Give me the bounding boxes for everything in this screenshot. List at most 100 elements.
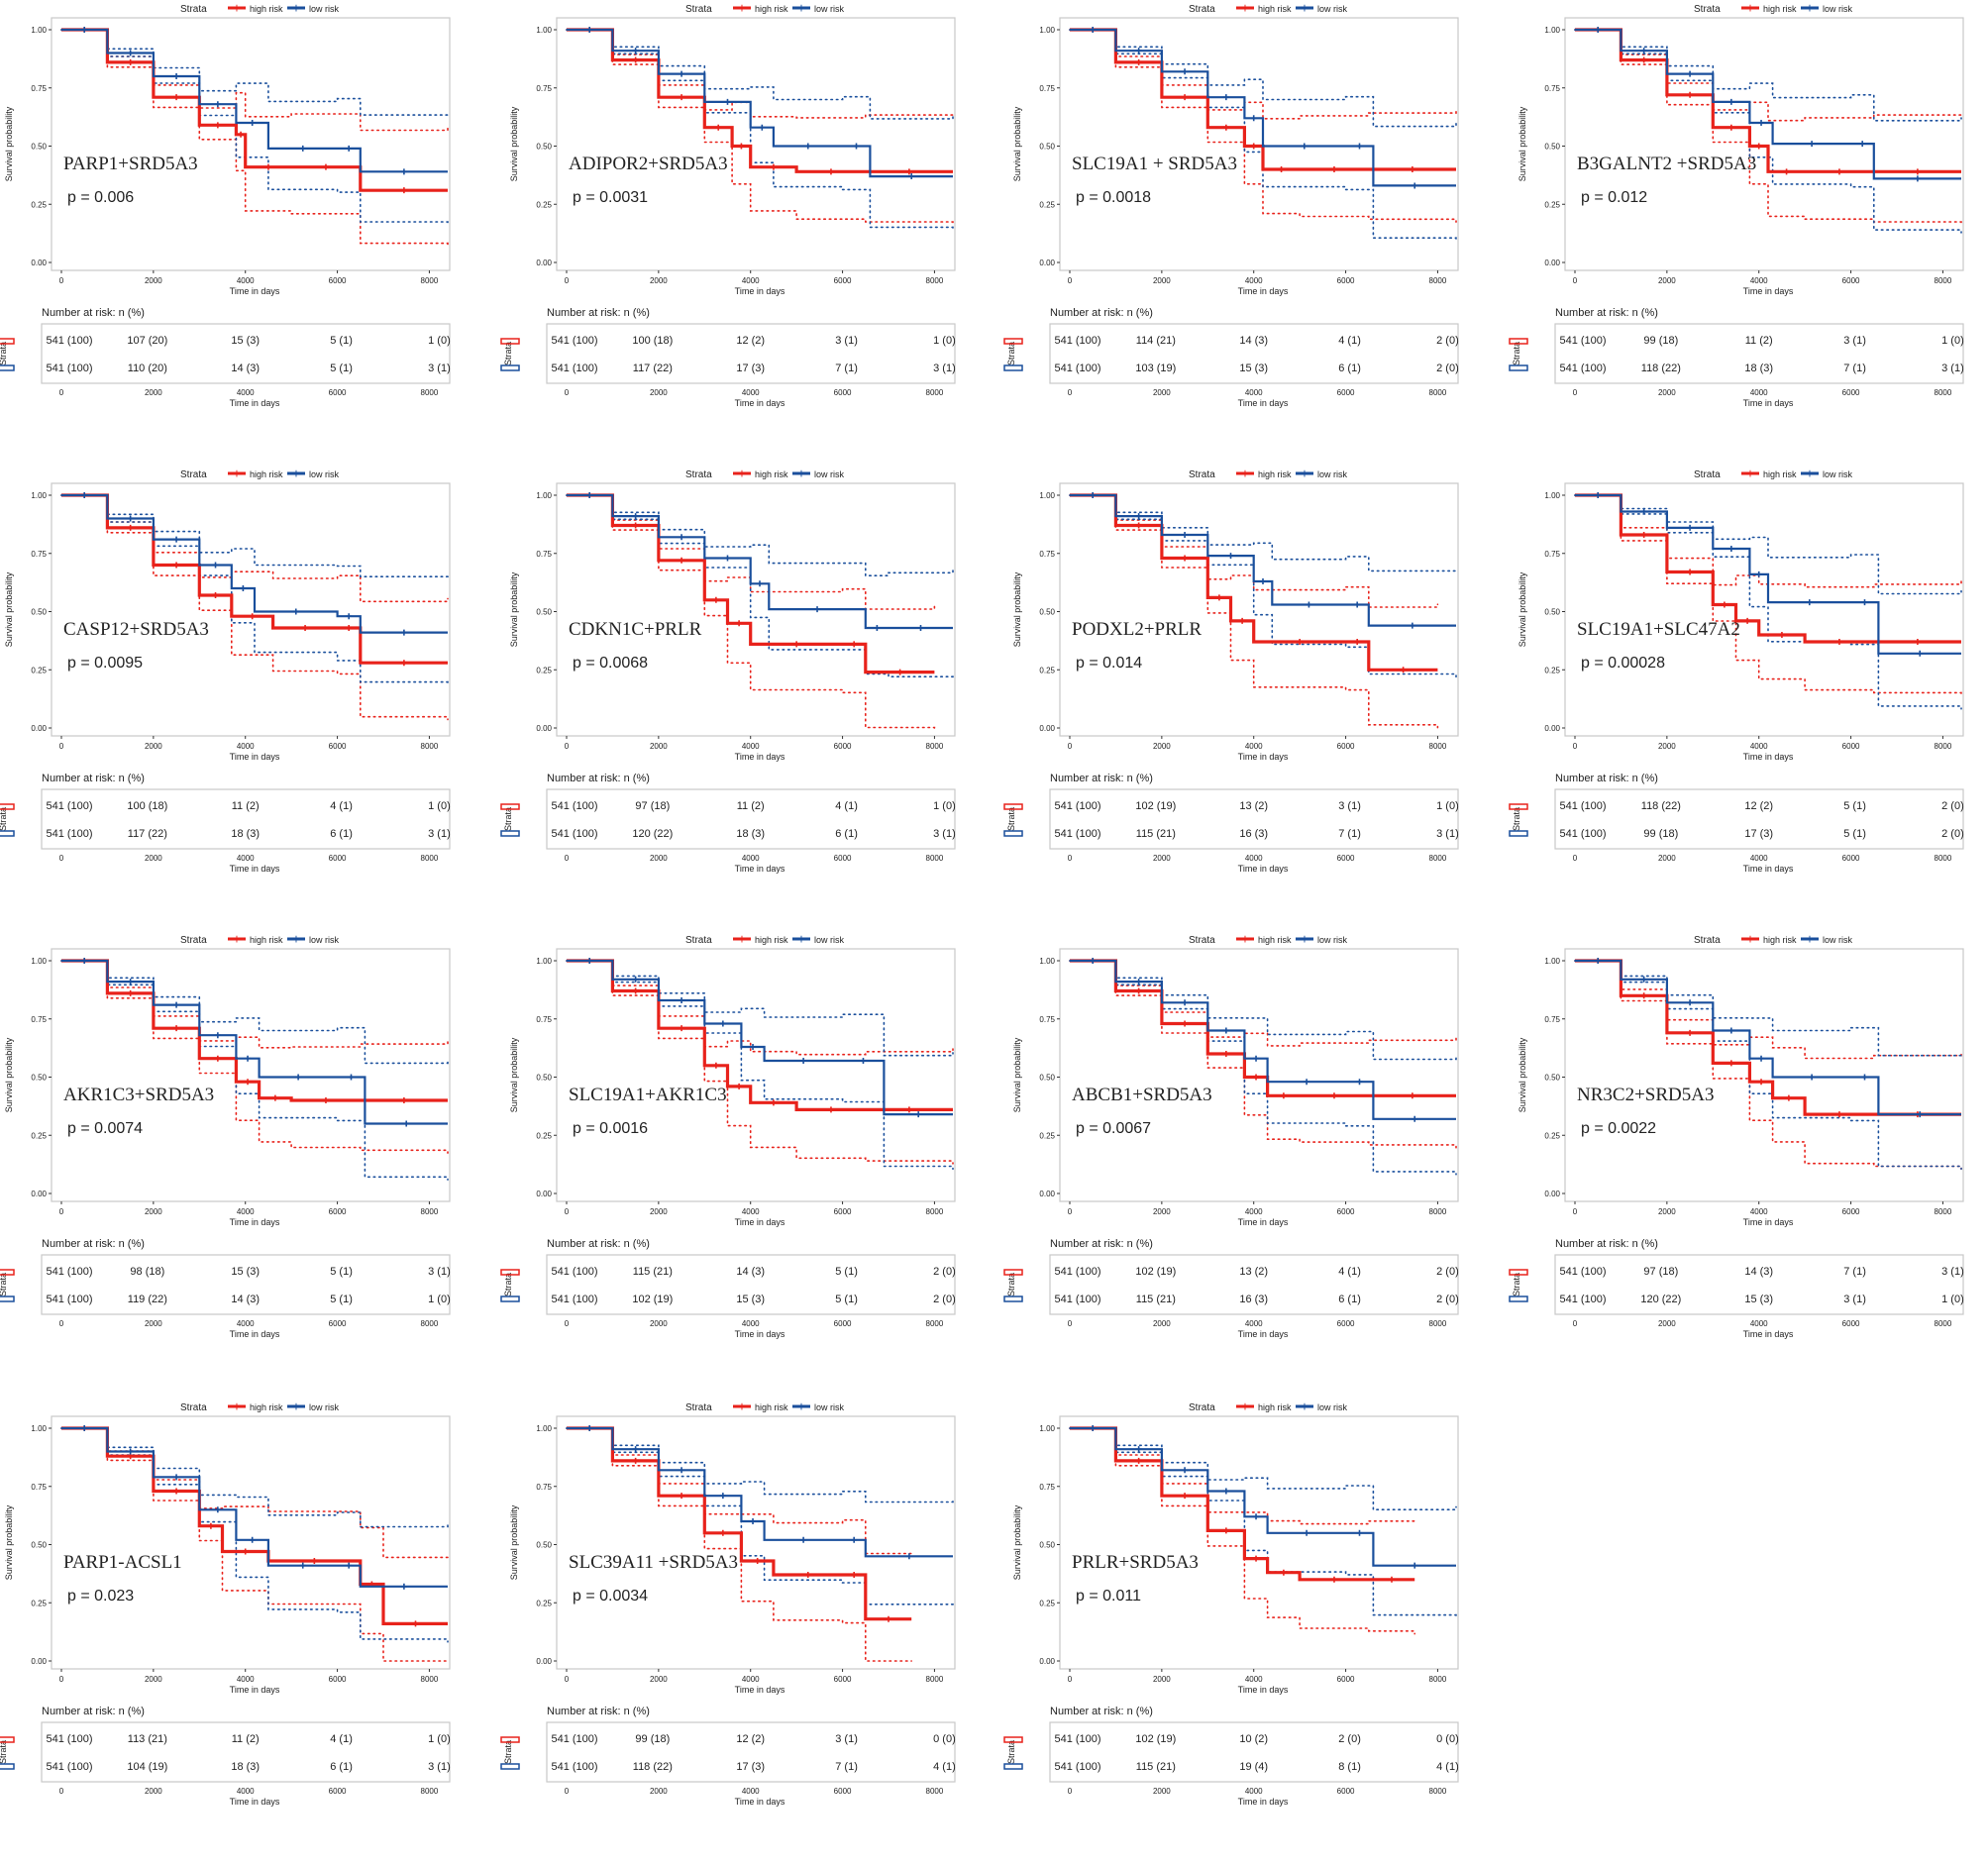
risk-x-tick-label: 0 [1573, 388, 1578, 397]
risk-high-swatch [1509, 1269, 1528, 1276]
censor-mark-low [1356, 1529, 1363, 1536]
risk-low-cell: 4 (1) [1436, 1761, 1459, 1773]
ci-lower-low [1069, 1427, 1457, 1619]
risk-low-swatch [500, 364, 520, 371]
censor-mark-high [1354, 639, 1361, 646]
risk-high-cell: 3 (1) [428, 1266, 451, 1278]
censor-mark-low [1090, 958, 1097, 964]
risk-high-cell: 3 (1) [1941, 1266, 1964, 1278]
risk-x-tick-label: 8000 [926, 854, 944, 863]
censor-mark-high [851, 641, 858, 648]
km-panel-12: Strata + high risk + low risk 0.00 0.25 0.50 0.7… [1509, 933, 1964, 1339]
censor-mark-high [1253, 1074, 1260, 1081]
x-tick-label: 2000 [1153, 742, 1171, 751]
censor-mark-low [1412, 1115, 1418, 1122]
risk-strata-label: Strata [0, 342, 8, 365]
risk-x-tick-label: 6000 [1842, 854, 1860, 863]
censor-mark-low [1917, 650, 1924, 657]
risk-x-tick-label: 0 [1068, 854, 1073, 863]
y-tick-label: 0.50 [1039, 608, 1055, 617]
km-curve-low [1070, 493, 1456, 627]
censor-mark-high [214, 122, 221, 129]
censor-mark-low [1727, 546, 1734, 553]
plot-frame [556, 17, 956, 271]
risk-low-cell: 6 (1) [1338, 363, 1361, 374]
censor-mark-low [1260, 577, 1266, 584]
y-tick-label: 0.50 [1039, 1074, 1055, 1083]
censor-mark-low [750, 1518, 757, 1524]
legend-low-marker: + [1805, 2, 1814, 15]
legend-low-label: low risk [814, 1402, 845, 1412]
x-tick-label: 8000 [1935, 276, 1952, 285]
p-value: p = 0.0067 [1076, 1120, 1151, 1137]
risk-x-tick-label: 0 [1068, 1319, 1073, 1328]
risk-strata-label: Strata [1512, 807, 1521, 831]
risk-low-cell: 15 (3) [736, 1294, 765, 1305]
y-tick-label: 0.00 [1544, 259, 1560, 267]
censor-mark-low [81, 492, 88, 498]
censor-mark-low [1090, 27, 1097, 33]
censor-mark-low [1182, 68, 1189, 75]
y-tick-label: 0.25 [536, 666, 552, 674]
censor-mark-high [1253, 1555, 1260, 1562]
legend-high-label: high risk [250, 469, 283, 479]
risk-x-tick-label: 4000 [742, 854, 760, 863]
censor-mark-high [127, 989, 134, 996]
x-tick-label: 2000 [1658, 742, 1676, 751]
ci-upper-low [566, 29, 954, 120]
x-axis-title: Time in days [1238, 286, 1289, 296]
km-panel-2: Strata + high risk + low risk 0.00 0.25 0.50 0.7… [500, 2, 956, 408]
censor-mark-high [1182, 1493, 1189, 1500]
p-value: p = 0.011 [1076, 1588, 1141, 1605]
risk-x-tick-label: 6000 [1337, 388, 1355, 397]
legend-title: Strata [180, 1402, 207, 1413]
km-panel-14: Strata + high risk + low risk 0.00 0.25 0.50 0.7… [500, 1400, 956, 1807]
y-tick-label: 1.00 [1544, 26, 1560, 35]
y-tick-label: 1.00 [1039, 26, 1055, 35]
censor-mark-low [173, 73, 180, 79]
risk-strata-label: Strata [1006, 1740, 1016, 1764]
risk-x-axis-title: Time in days [1238, 864, 1289, 874]
censor-mark-low [1758, 120, 1765, 126]
x-axis-title: Time in days [1238, 1217, 1289, 1227]
censor-mark-low [249, 120, 256, 126]
censor-mark-high [896, 669, 903, 675]
y-tick-label: 1.00 [1039, 491, 1055, 500]
risk-low-swatch [1003, 1763, 1023, 1770]
censor-mark-high [1182, 555, 1189, 562]
x-tick-label: 2000 [1153, 276, 1171, 285]
x-tick-label: 8000 [926, 1675, 944, 1684]
censor-mark-low [800, 1058, 807, 1065]
risk-high-swatch [0, 803, 15, 810]
risk-table-frame [1554, 788, 1964, 850]
censor-mark-high [322, 163, 329, 170]
risk-x-tick-label: 6000 [329, 388, 347, 397]
censor-mark-high [1755, 143, 1762, 150]
p-value: p = 0.0031 [573, 189, 648, 206]
x-tick-label: 8000 [926, 276, 944, 285]
risk-x-tick-label: 4000 [1245, 1787, 1263, 1796]
legend-high-label: high risk [1763, 469, 1797, 479]
censor-mark-high [827, 1106, 834, 1113]
km-panel-8: Strata + high risk + low risk 0.00 0.25 0.50 0.7… [1509, 467, 1964, 874]
x-axis-title: Time in days [735, 1685, 785, 1695]
x-tick-label: 2000 [145, 1207, 162, 1216]
y-tick-label: 0.00 [31, 1657, 47, 1666]
risk-low-cell: 7 (1) [835, 363, 858, 374]
ci-lower-high [1069, 960, 1457, 1149]
ci-upper-high [1069, 1427, 1415, 1525]
legend-title: Strata [1694, 469, 1721, 480]
censor-mark-high [827, 168, 834, 175]
risk-high-cell: 2 (0) [1436, 1266, 1459, 1278]
legend-title: Strata [180, 469, 207, 480]
risk-low-cell: 3 (1) [1436, 828, 1459, 840]
censor-mark-high [1330, 1092, 1337, 1099]
censor-mark-low [1253, 1513, 1260, 1520]
legend-low-marker: + [1300, 1400, 1308, 1413]
risk-x-tick-label: 0 [59, 388, 64, 397]
censor-mark-high [400, 660, 407, 667]
ci-lower-high [1069, 1427, 1415, 1635]
risk-high-swatch [0, 1269, 15, 1276]
risk-low-cell: 7 (1) [835, 1761, 858, 1773]
risk-x-axis-title: Time in days [230, 1329, 280, 1339]
